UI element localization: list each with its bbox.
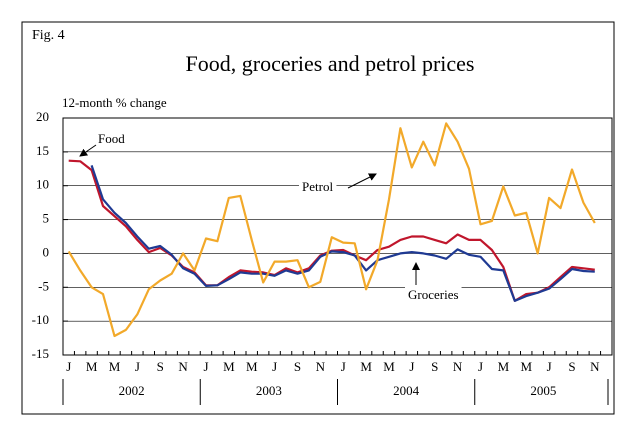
x-tick-label: S	[157, 359, 164, 374]
x-tick-label: M	[360, 359, 372, 374]
x-tick-label: S	[294, 359, 301, 374]
y-tick-label: -10	[32, 312, 49, 327]
series-label: Petrol	[302, 179, 333, 194]
label-background	[405, 285, 462, 303]
year-label: 2004	[393, 383, 420, 398]
x-tick-label: J	[272, 359, 277, 374]
x-tick-label: M	[86, 359, 98, 374]
frame	[21, 21, 615, 415]
x-tick-label: J	[203, 359, 208, 374]
x-tick-label: N	[590, 359, 600, 374]
plot-area	[62, 117, 613, 356]
x-tick-label: M	[109, 359, 121, 374]
x-tick-label: J	[478, 359, 483, 374]
x-tick-label: M	[520, 359, 532, 374]
year-label: 2003	[256, 383, 282, 398]
y-tick-label: 0	[43, 244, 50, 259]
y-tick-label: 15	[36, 143, 49, 158]
x-tick-label: M	[223, 359, 235, 374]
x-tick-label: M	[498, 359, 510, 374]
arrow	[79, 144, 97, 157]
x-tick-label: J	[547, 359, 552, 374]
chart-title: Food, groceries and petrol prices	[186, 51, 475, 76]
figure-label: Fig. 4	[32, 28, 65, 43]
x-tick-label: N	[178, 359, 188, 374]
x-tick-label: M	[383, 359, 395, 374]
y-tick-label: -5	[38, 278, 49, 293]
x-tick-label: N	[316, 359, 326, 374]
x-tick-label: J	[66, 359, 71, 374]
y-tick-label: 10	[36, 177, 49, 192]
year-label: 2002	[119, 383, 145, 398]
series-line	[90, 165, 595, 302]
series-label: Groceries	[408, 287, 459, 302]
label-background	[95, 129, 129, 147]
series-label: Food	[98, 131, 125, 146]
y-tick-label: -15	[32, 346, 49, 361]
x-tick-label: M	[246, 359, 258, 374]
x-tick-label: J	[409, 359, 414, 374]
x-tick-label: J	[135, 359, 140, 374]
x-tick-label: J	[341, 359, 346, 374]
y-tick-label: 20	[36, 109, 49, 124]
x-tick-label: S	[568, 359, 575, 374]
arrow	[347, 173, 377, 189]
year-label: 2005	[530, 383, 556, 398]
x-tick-label: N	[453, 359, 463, 374]
y-axis-label: 12-month % change	[62, 95, 167, 110]
series-line	[67, 122, 596, 338]
x-tick-label: S	[431, 359, 438, 374]
y-tick-label: 5	[43, 211, 50, 226]
label-background	[299, 177, 337, 195]
